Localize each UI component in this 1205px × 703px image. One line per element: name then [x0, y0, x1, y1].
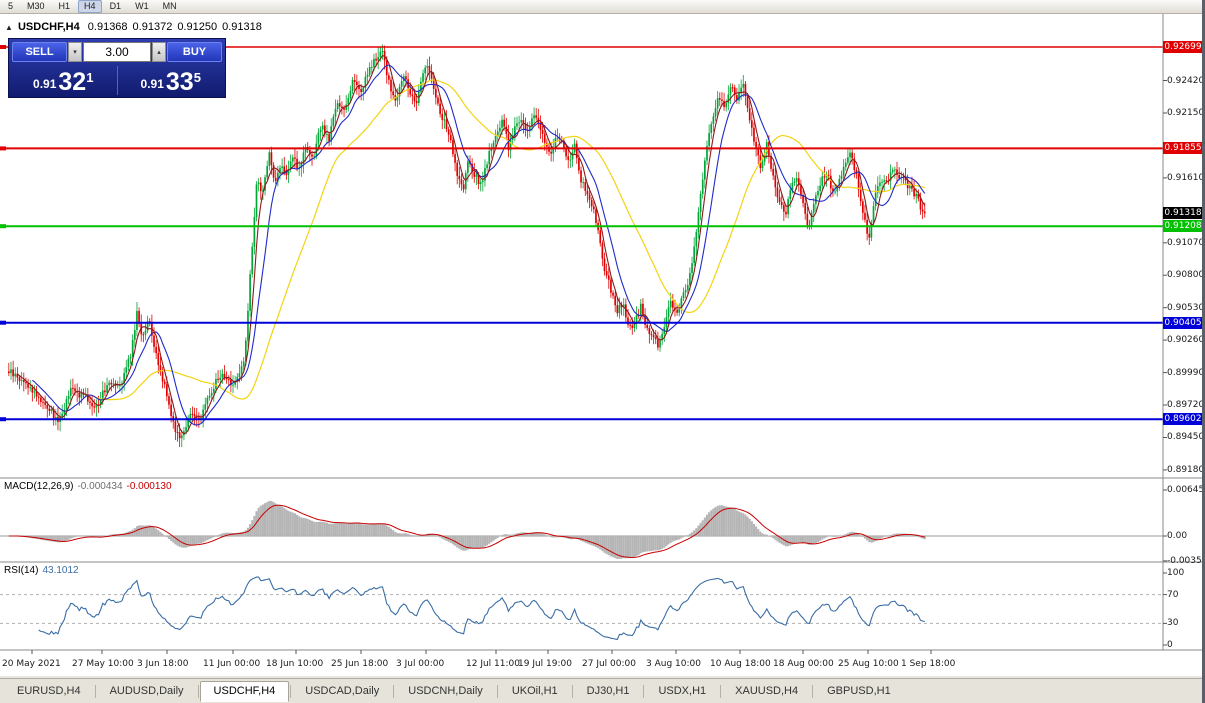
- tab-separator: [94, 684, 96, 698]
- chart-ohlc: 0.91368 0.91372 0.91250 0.91318: [83, 21, 262, 33]
- candlesticks: [8, 44, 926, 448]
- tab-separator: [812, 684, 814, 698]
- price-divider: [116, 66, 118, 95]
- chart-tab-usdcnh-daily[interactable]: USDCNH,Daily: [408, 684, 483, 697]
- buy-price-prefix: 0.91: [140, 77, 164, 91]
- tab-separator: [720, 684, 722, 698]
- ma-fast-line-maroon: [17, 55, 926, 435]
- timeframe-button-5[interactable]: 5: [8, 1, 14, 11]
- trade-controls-row: SELL ▾ ▴ BUY: [12, 42, 222, 62]
- rsi-value: 43.1012: [42, 565, 79, 576]
- chart-symbol: USDCHF,H4: [17, 21, 80, 33]
- chart-tab-dj30-h1[interactable]: DJ30,H1: [586, 684, 630, 697]
- buy-price-sup: 5: [193, 70, 201, 85]
- tab-separator: [571, 684, 573, 698]
- bid-ask-row: 0.91 32 1 0.91 33 5: [12, 64, 222, 95]
- chart-tab-ukoil-h1[interactable]: UKOil,H1: [511, 684, 558, 697]
- panel-separators: [0, 14, 1205, 654]
- buy-button[interactable]: BUY: [167, 42, 222, 62]
- tab-separator: [643, 684, 645, 698]
- ohlc-close: 0.91318: [222, 21, 262, 33]
- chart-title: ▲ USDCHF,H4 0.91368 0.91372 0.91250 0.91318: [5, 21, 262, 33]
- chart-canvas[interactable]: [0, 14, 1205, 676]
- chart-tab-usdcad-daily[interactable]: USDCAD,Daily: [305, 684, 380, 697]
- sell-price-big: 32: [58, 68, 87, 96]
- chart-tab-eurusd-h4[interactable]: EURUSD,H4: [17, 684, 81, 697]
- tab-separator: [290, 684, 292, 698]
- chart-area[interactable]: 0.92420 0.92150 0.91610 0.91070 0.90800 0.905…: [0, 14, 1205, 676]
- ohlc-high: 0.91372: [132, 21, 173, 33]
- rsi-name: RSI(14): [4, 565, 39, 576]
- timeframe-button-d1[interactable]: D1: [109, 1, 122, 11]
- sell-price-sup: 1: [86, 70, 94, 85]
- rsi-label: RSI(14) 43.1012: [4, 565, 79, 576]
- chart-tab-usdx-h1[interactable]: USDX,H1: [658, 684, 707, 697]
- macd-indicator: [0, 500, 1163, 559]
- timeframe-button-w1[interactable]: W1: [135, 1, 149, 11]
- rsi-line: [38, 576, 925, 641]
- tab-separator: [197, 684, 199, 698]
- chart-tab-gbpusd-h1[interactable]: GBPUSD,H1: [827, 684, 891, 697]
- macd-label: MACD(12,26,9) -0.000434 -0.000130: [4, 481, 172, 492]
- volume-increase-button[interactable]: ▴: [152, 42, 166, 62]
- volume-decrease-button[interactable]: ▾: [68, 42, 82, 62]
- ohlc-open: 0.91368: [87, 21, 128, 33]
- timeframe-button-mn[interactable]: MN: [162, 1, 177, 11]
- chevron-down-icon: ▾: [73, 49, 77, 56]
- tab-separator: [393, 684, 395, 698]
- timeframe-button-m30[interactable]: M30: [27, 1, 45, 11]
- macd-signal-value: -0.000130: [126, 481, 172, 492]
- timeframe-toolbar: 5 M30 H1 H4 D1 W1 MN: [0, 0, 1205, 14]
- macd-name: MACD(12,26,9): [4, 481, 74, 492]
- buy-price-big: 33: [165, 68, 194, 96]
- volume-input[interactable]: [83, 42, 151, 62]
- sell-price-prefix: 0.91: [33, 77, 57, 91]
- sell-price[interactable]: 0.91 32 1: [12, 64, 115, 95]
- horizontal-lines[interactable]: [0, 45, 1163, 422]
- buy-price[interactable]: 0.91 33 5: [120, 64, 223, 95]
- macd-signal-line: [8, 504, 925, 559]
- ohlc-low: 0.91250: [177, 21, 218, 33]
- timeframe-button-h1[interactable]: H1: [58, 1, 71, 11]
- sell-button[interactable]: SELL: [12, 42, 67, 62]
- timeframe-button-h4[interactable]: H4: [78, 0, 102, 13]
- tab-separator: [496, 684, 498, 698]
- window-edge: [1202, 0, 1205, 703]
- rsi-indicator: [0, 576, 1163, 641]
- one-click-toggle-icon[interactable]: ▲: [5, 23, 13, 32]
- chart-tab-usdchf-h4[interactable]: USDCHF,H4: [199, 680, 290, 702]
- chevron-up-icon: ▴: [157, 49, 161, 56]
- chart-tab-audusd-daily[interactable]: AUDUSD,Daily: [109, 684, 184, 697]
- ma-medium-line-blue: [31, 64, 926, 426]
- chart-tab-xauusd-h4[interactable]: XAUUSD,H4: [735, 684, 799, 697]
- chart-tab-bar: EURUSD,H4 AUDUSD,Daily USDCHF,H4 USDCAD,Dai…: [0, 678, 1205, 703]
- macd-main-value: -0.000434: [77, 481, 123, 492]
